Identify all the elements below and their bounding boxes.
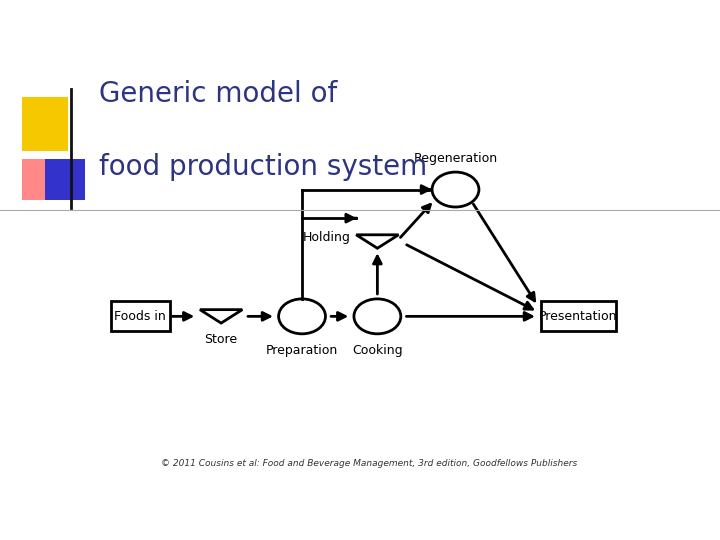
Circle shape [279, 299, 325, 334]
Text: Cooking: Cooking [352, 344, 402, 357]
Polygon shape [356, 235, 399, 248]
Polygon shape [200, 309, 243, 323]
Text: Foods in: Foods in [114, 310, 166, 323]
FancyBboxPatch shape [111, 301, 169, 332]
Text: © 2011 Cousins et al: Food and Beverage Management, 3rd edition, Goodfellows Pub: © 2011 Cousins et al: Food and Beverage … [161, 459, 577, 468]
Text: food production system: food production system [99, 153, 428, 181]
Text: Regeneration: Regeneration [413, 152, 498, 165]
Text: Presentation: Presentation [539, 310, 618, 323]
Circle shape [432, 172, 479, 207]
Text: Generic model of: Generic model of [99, 80, 338, 108]
Circle shape [354, 299, 401, 334]
Text: Store: Store [204, 334, 238, 347]
Text: Holding: Holding [302, 231, 351, 244]
Text: Preparation: Preparation [266, 344, 338, 357]
FancyBboxPatch shape [541, 301, 616, 332]
